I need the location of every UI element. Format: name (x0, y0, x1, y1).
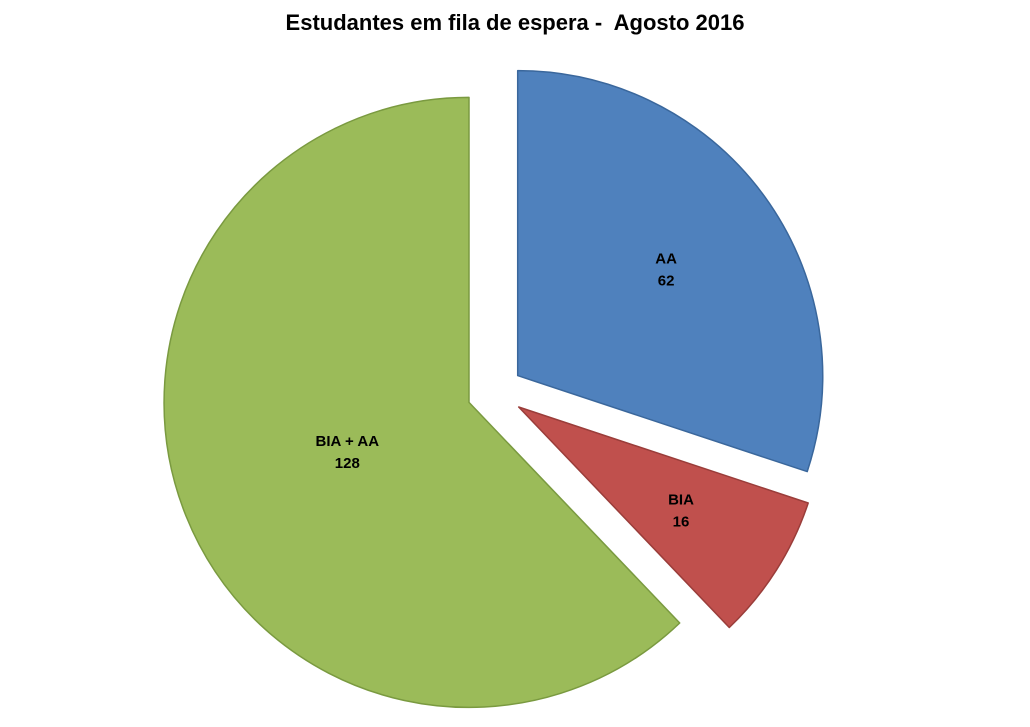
pie-slice-bia (517, 406, 809, 629)
slice-label-bia-aa: BIA + AA 128 (316, 433, 380, 472)
chart-title: Estudantes em fila de espera - Agosto 20… (285, 10, 745, 35)
pie-slice-aa (516, 69, 824, 473)
slice-label-bia: BIA 16 (668, 492, 694, 531)
slice-label-aa: AA 62 (655, 251, 677, 290)
pie-slice-bia-aa (163, 96, 681, 709)
